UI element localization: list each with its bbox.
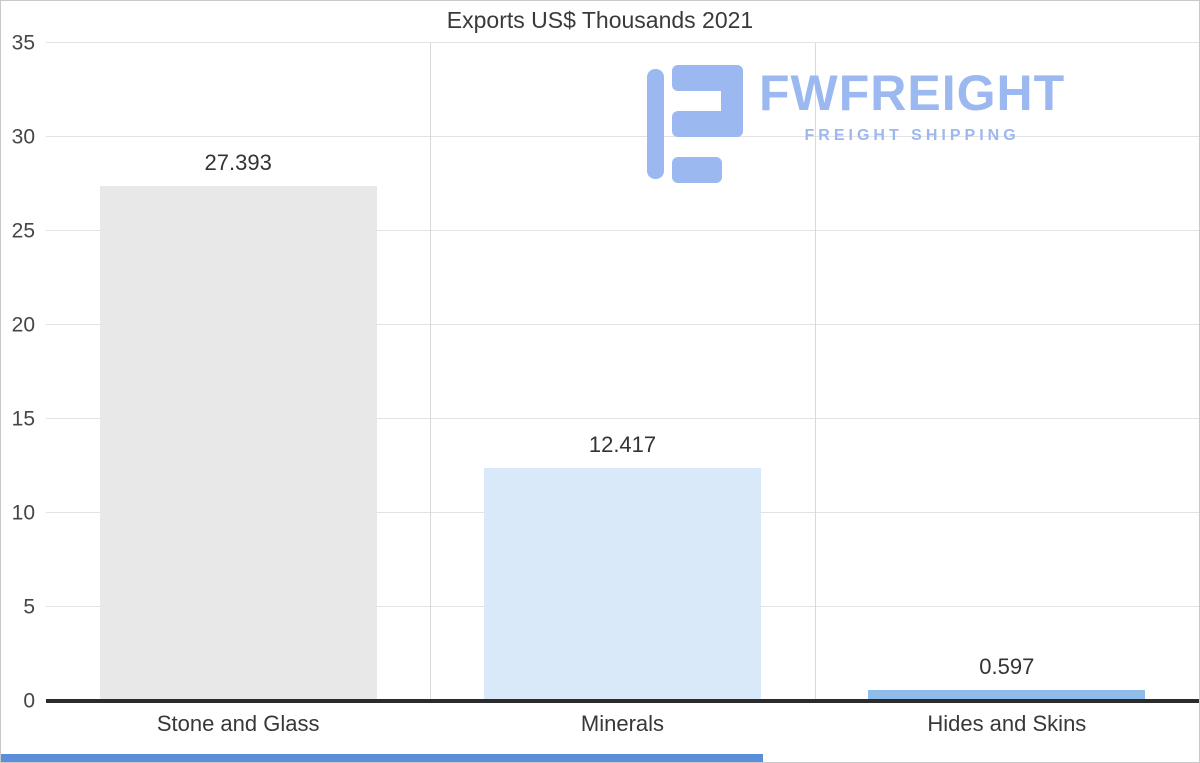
bar-cell: 12.417	[430, 43, 814, 701]
y-axis: 0 5 10 15 20 25 30 35	[1, 33, 43, 712]
y-tick-label: 0	[23, 689, 35, 713]
gridline-horizontal	[46, 324, 1199, 325]
y-tick-label: 5	[23, 595, 35, 619]
bar-value-label: 0.597	[979, 653, 1035, 679]
bar-cell: 27.393	[46, 43, 430, 701]
logo-text: FWFREIGHT FREIGHT SHIPPING	[759, 65, 1065, 145]
bar-hides-and-skins	[868, 689, 1146, 701]
x-category-label: Minerals	[580, 711, 665, 736]
x-category-label: Hides and Skins	[927, 711, 1087, 736]
chart-title: Exports US$ Thousands 2021	[446, 7, 754, 33]
gridline-horizontal	[46, 230, 1199, 231]
y-tick-label: 35	[11, 31, 35, 55]
bar-minerals	[484, 467, 761, 701]
x-category-label: Stone and Glass	[156, 711, 320, 736]
bar-cell: 0.597	[815, 43, 1199, 701]
gridline-vertical	[430, 43, 432, 701]
plot-area: 27.393 12.417 0.597	[46, 42, 1199, 703]
logo: FWFREIGHT FREIGHT SHIPPING	[647, 65, 1065, 188]
bar-value-label: 12.417	[588, 431, 657, 457]
y-tick-label: 10	[11, 501, 35, 525]
gridline-horizontal	[46, 42, 1199, 43]
logo-brand-name: FWFREIGHT	[759, 65, 1066, 121]
gridline-vertical	[814, 43, 816, 701]
bar-stone-and-glass	[99, 186, 377, 701]
y-tick-label: 15	[11, 407, 35, 431]
x-axis: Stone and Glass Minerals Hides and Skins	[46, 703, 1199, 743]
horizontal-scrollbar-thumb[interactable]	[1, 754, 763, 762]
gridline-horizontal	[46, 136, 1199, 137]
y-tick-label: 20	[11, 313, 35, 337]
bar-value-label: 27.393	[204, 150, 272, 176]
fwfreight-logo-icon	[647, 65, 743, 188]
x-axis-line	[46, 699, 1199, 703]
gridline-horizontal	[46, 418, 1199, 419]
y-tick-label: 25	[11, 219, 35, 243]
logo-tagline: FREIGHT SHIPPING	[804, 126, 1020, 144]
y-tick-label: 30	[11, 125, 35, 149]
